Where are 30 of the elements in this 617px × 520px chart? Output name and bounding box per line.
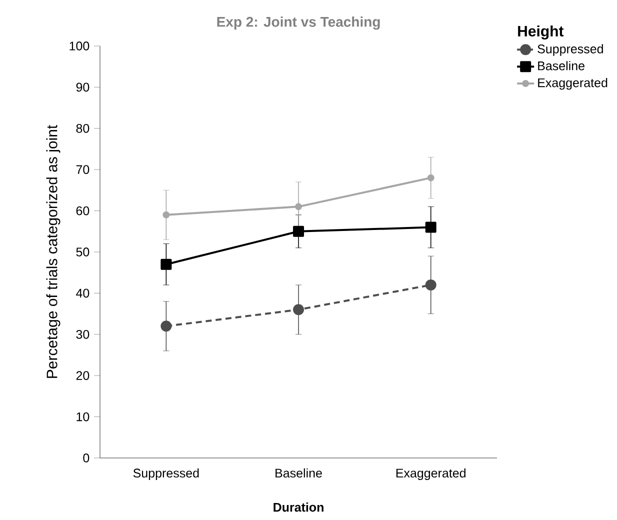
chart-title: Exp 2: Joint vs Teaching	[217, 16, 380, 30]
x-tick-label: Baseline	[276, 468, 322, 478]
point	[162, 211, 170, 218]
y-tick-label: 90	[76, 82, 90, 92]
legend-label: Exaggerated	[538, 78, 608, 90]
x-tick-label: Exaggerated	[396, 468, 466, 480]
y-tick-label: 40	[76, 288, 90, 298]
y-axis-title: Percetage of trials categorized as joint	[46, 124, 60, 378]
legend-label: Suppressed	[538, 44, 603, 56]
y-tick-label: 50	[76, 248, 90, 256]
legend-title: Height	[518, 25, 564, 40]
y-tick-label: 80	[76, 124, 90, 133]
point	[160, 320, 172, 332]
y-tick-label: 10	[76, 412, 90, 422]
point	[160, 258, 172, 270]
point	[293, 226, 304, 237]
y-tick-label: 70	[76, 165, 90, 174]
legend-label: Baseline	[538, 61, 584, 70]
point	[425, 222, 436, 233]
y-tick-label: 0	[83, 454, 90, 462]
x-axis-title: Duration	[274, 502, 324, 512]
y-tick-label: 20	[76, 371, 90, 380]
y-tick-label: 100	[70, 42, 90, 50]
x-tick-label: Suppressed	[133, 468, 199, 480]
point	[427, 174, 434, 182]
y-tick-label: 30	[76, 330, 90, 339]
y-tick-label: 60	[76, 206, 90, 216]
point	[295, 203, 302, 210]
point	[425, 279, 436, 290]
point	[293, 304, 304, 316]
